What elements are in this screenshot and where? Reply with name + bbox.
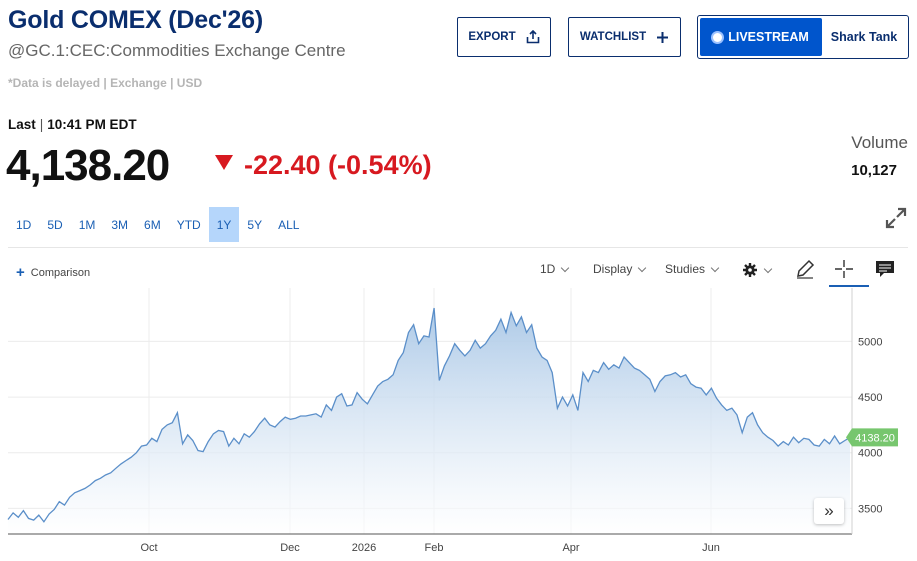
range-3m[interactable]: 3M <box>111 217 129 232</box>
scroll-forward-button[interactable]: » <box>814 498 844 524</box>
y-tick-label: 3500 <box>858 503 882 515</box>
crosshair-icon[interactable] <box>832 258 856 280</box>
interval-label: 1D <box>540 262 556 276</box>
last-trade-line: Last | 10:41 PM EDT <box>8 117 137 132</box>
active-tool-indicator <box>829 285 869 287</box>
last-value-label: 4138.20 <box>855 432 895 444</box>
price-line <box>7 307 851 523</box>
price-change: -22.40 (-0.54%) <box>244 150 432 180</box>
chevron-down-icon <box>561 263 570 272</box>
chevron-down-icon <box>763 264 773 273</box>
comment-icon[interactable] <box>873 258 897 280</box>
range-selector: 1D 5D 1M 3M 6M YTD 1Y 5Y ALL <box>8 207 307 242</box>
x-tick-label: Jun <box>702 542 720 554</box>
display-dropdown[interactable]: Display <box>593 262 647 276</box>
plus-icon <box>657 31 669 43</box>
comparison-label: Comparison <box>30 266 91 279</box>
studies-dropdown[interactable]: Studies <box>665 262 720 276</box>
livestream-widget: LIVESTREAM Shark Tank <box>697 15 909 59</box>
plus-icon: + <box>16 264 25 281</box>
price-chart[interactable]: Oct Dec 2026 Feb Apr Jun 3500 4000 4500 5000 413… <box>0 288 917 561</box>
pencil-icon[interactable] <box>793 258 817 280</box>
x-tick-label: Oct <box>140 542 157 554</box>
gear-icon <box>743 263 757 277</box>
y-tick-label: 4500 <box>858 392 882 404</box>
range-1m[interactable]: 1M <box>78 217 96 232</box>
delayed-note: *Data is delayed | Exchange | USD <box>8 76 203 90</box>
display-label: Display <box>593 262 633 276</box>
volume-label: Volume <box>851 133 908 152</box>
settings-dropdown[interactable] <box>742 262 773 278</box>
last-price: 4,138.20 <box>6 141 170 190</box>
x-tick-label: Feb <box>425 542 444 554</box>
live-dot-icon <box>713 32 723 42</box>
watchlist-label: WATCHLIST <box>579 31 647 43</box>
range-1d[interactable]: 1D <box>16 217 32 232</box>
last-separator: | <box>39 117 44 132</box>
interval-dropdown[interactable]: 1D <box>540 262 570 276</box>
y-tick-label: 5000 <box>858 336 882 348</box>
watchlist-button[interactable]: WATCHLIST <box>568 17 681 57</box>
down-arrow-icon <box>215 155 233 170</box>
chevron-down-icon <box>638 263 647 272</box>
range-6m[interactable]: 6M <box>144 217 161 232</box>
comparison-button[interactable]: + Comparison <box>16 264 90 281</box>
range-1y[interactable]: 1Y <box>208 207 240 242</box>
export-label: EXPORT <box>468 31 516 43</box>
export-icon <box>526 30 539 44</box>
livestream-button[interactable]: LIVESTREAM <box>700 18 822 56</box>
symbol-line: @GC.1:CEC:Commodities Exchange Centre <box>8 41 346 60</box>
x-tick-label: Dec <box>280 542 300 554</box>
toolbar-divider <box>8 247 908 248</box>
range-ytd[interactable]: YTD <box>176 217 201 232</box>
expand-icon[interactable] <box>883 205 909 231</box>
price-area <box>8 308 850 534</box>
studies-label: Studies <box>665 262 706 276</box>
x-tick-label: 2026 <box>352 542 376 554</box>
last-label: Last <box>8 117 36 132</box>
livestream-show-link[interactable]: Shark Tank <box>830 30 898 44</box>
chevron-down-icon <box>710 263 720 272</box>
range-all[interactable]: ALL <box>278 217 300 232</box>
instrument-title: Gold COMEX (Dec'26) <box>8 6 263 34</box>
y-tick-label: 4000 <box>858 448 882 460</box>
livestream-label: LIVESTREAM <box>728 30 809 44</box>
x-tick-label: Apr <box>562 542 579 554</box>
range-5d[interactable]: 5D <box>47 217 63 232</box>
last-time: 10:41 PM EDT <box>47 117 137 132</box>
volume-value: 10,127 <box>851 162 897 179</box>
last-value-badge <box>846 428 898 447</box>
export-button[interactable]: EXPORT <box>457 17 551 57</box>
range-5y[interactable]: 5Y <box>247 217 263 232</box>
